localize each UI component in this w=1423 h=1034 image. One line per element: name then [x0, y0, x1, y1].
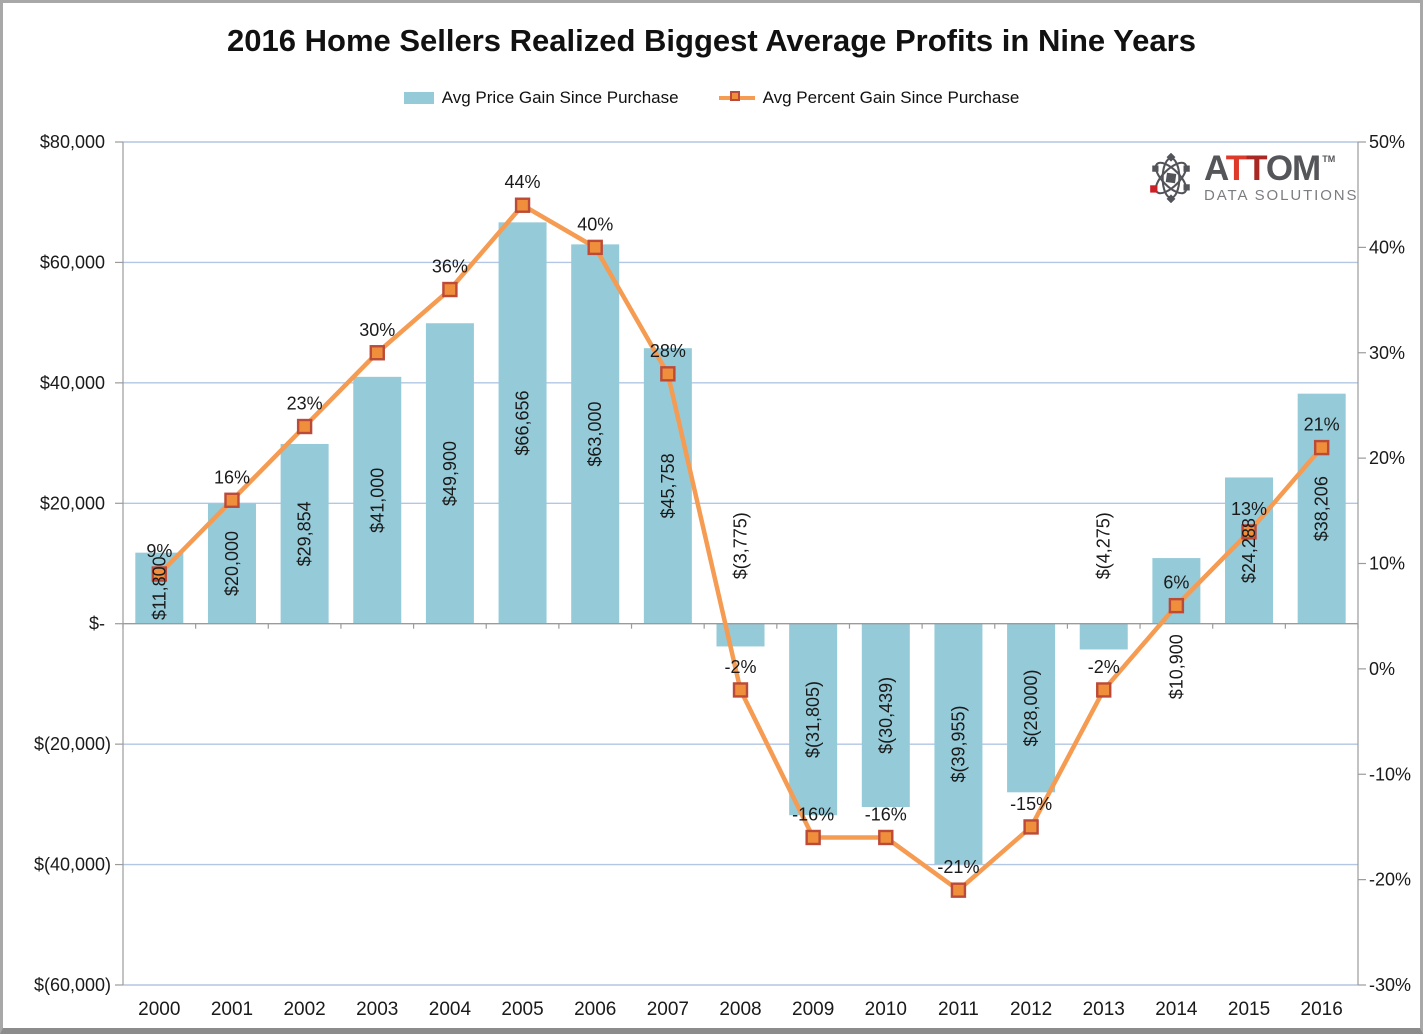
- svg-text:$(3,775): $(3,775): [731, 512, 751, 579]
- wordmark-a: A: [1204, 149, 1227, 188]
- svg-text:2002: 2002: [283, 999, 325, 1020]
- svg-text:$66,656: $66,656: [513, 390, 533, 455]
- svg-text:$63,000: $63,000: [585, 402, 605, 467]
- svg-text:6%: 6%: [1163, 573, 1189, 593]
- attom-wordmark: ATTOM TM: [1204, 151, 1358, 186]
- legend-item-avg-price-gain: Avg Price Gain Since Purchase: [403, 88, 679, 108]
- svg-text:20%: 20%: [1369, 448, 1405, 468]
- svg-text:-30%: -30%: [1369, 975, 1411, 995]
- svg-text:40%: 40%: [577, 214, 613, 234]
- svg-text:$40,000: $40,000: [40, 373, 105, 393]
- svg-text:16%: 16%: [214, 467, 250, 487]
- svg-text:2010: 2010: [865, 999, 907, 1020]
- svg-text:30%: 30%: [359, 320, 395, 340]
- bar-series-swatch-icon: [403, 92, 434, 104]
- svg-text:30%: 30%: [1369, 343, 1405, 363]
- svg-text:2011: 2011: [938, 999, 979, 1020]
- svg-text:44%: 44%: [505, 172, 541, 192]
- wordmark-t2: T: [1246, 149, 1267, 188]
- svg-text:2013: 2013: [1083, 999, 1125, 1020]
- svg-text:0%: 0%: [1369, 659, 1395, 679]
- svg-text:10%: 10%: [1369, 554, 1405, 574]
- legend-item-avg-percent-gain: Avg Percent Gain Since Purchase: [718, 88, 1020, 108]
- svg-text:36%: 36%: [432, 257, 468, 277]
- svg-text:$(28,000): $(28,000): [1021, 669, 1041, 746]
- svg-text:$10,900: $10,900: [1166, 634, 1186, 699]
- legend-label-price: Avg Price Gain Since Purchase: [441, 88, 679, 107]
- svg-text:2016: 2016: [1301, 999, 1343, 1020]
- wordmark-t1: T: [1225, 149, 1247, 188]
- svg-text:2009: 2009: [792, 999, 834, 1020]
- svg-text:2004: 2004: [429, 999, 472, 1020]
- svg-text:$80,000: $80,000: [40, 132, 105, 152]
- svg-text:$45,758: $45,758: [658, 453, 678, 518]
- svg-text:2008: 2008: [719, 999, 761, 1020]
- attom-logo: ATTOM TM DATA SOLUTIONS: [1147, 151, 1359, 205]
- svg-text:2006: 2006: [574, 999, 616, 1020]
- svg-text:$11,800: $11,800: [149, 556, 169, 620]
- svg-text:$(20,000): $(20,000): [34, 734, 111, 754]
- svg-text:$(39,955): $(39,955): [948, 705, 968, 782]
- svg-text:-2%: -2%: [724, 657, 756, 677]
- svg-text:-10%: -10%: [1369, 764, 1411, 784]
- svg-text:$(31,805): $(31,805): [803, 681, 823, 758]
- svg-text:$(30,439): $(30,439): [876, 677, 896, 754]
- svg-text:$(60,000): $(60,000): [34, 975, 111, 995]
- svg-text:2007: 2007: [647, 999, 689, 1020]
- svg-text:2014: 2014: [1155, 999, 1198, 1020]
- svg-text:$20,000: $20,000: [40, 493, 105, 513]
- svg-text:-2%: -2%: [1088, 657, 1120, 677]
- attom-logo-text: ATTOM TM DATA SOLUTIONS: [1204, 151, 1359, 205]
- svg-text:2003: 2003: [356, 999, 398, 1020]
- svg-text:2000: 2000: [138, 999, 180, 1020]
- line-swatch-marker: [729, 91, 740, 101]
- svg-text:$24,288: $24,288: [1239, 518, 1259, 583]
- svg-text:$(40,000): $(40,000): [34, 855, 111, 875]
- svg-text:2005: 2005: [501, 999, 543, 1020]
- svg-text:$60,000: $60,000: [40, 252, 105, 272]
- svg-text:28%: 28%: [650, 341, 686, 361]
- svg-text:$-: $-: [89, 614, 105, 634]
- combo-chart-plot: $11,800 $20,000 $29,854 $41,000 $49,900 $66,6…: [34, 132, 1411, 1020]
- svg-text:$38,206: $38,206: [1312, 476, 1332, 541]
- svg-text:$20,000: $20,000: [222, 531, 242, 596]
- svg-text:2015: 2015: [1228, 999, 1270, 1020]
- svg-text:-16%: -16%: [865, 804, 907, 824]
- attom-subtitle: DATA SOLUTIONS: [1204, 187, 1359, 205]
- svg-text:$(4,275): $(4,275): [1094, 512, 1114, 579]
- chart-legend: Avg Price Gain Since Purchase Avg Percen…: [3, 88, 1420, 108]
- svg-text:$29,854: $29,854: [295, 501, 315, 566]
- svg-text:23%: 23%: [287, 394, 323, 414]
- svg-text:-15%: -15%: [1010, 794, 1052, 814]
- svg-text:$49,900: $49,900: [440, 441, 460, 506]
- trademark-symbol: TM: [1322, 154, 1336, 164]
- attom-atom-icon: [1150, 153, 1190, 203]
- svg-text:21%: 21%: [1304, 415, 1340, 435]
- legend-label-percent: Avg Percent Gain Since Purchase: [762, 88, 1020, 107]
- svg-text:$41,000: $41,000: [367, 468, 387, 533]
- svg-text:-16%: -16%: [792, 804, 834, 824]
- line-marker-swatch-icon: [718, 90, 755, 106]
- svg-text:40%: 40%: [1369, 237, 1405, 257]
- chart-title: 2016 Home Sellers Realized Biggest Avera…: [227, 23, 1196, 58]
- svg-text:2001: 2001: [211, 999, 253, 1020]
- wordmark-om: OM: [1265, 149, 1321, 188]
- svg-text:2012: 2012: [1010, 999, 1052, 1020]
- svg-text:-20%: -20%: [1369, 870, 1411, 890]
- svg-text:-21%: -21%: [937, 857, 979, 877]
- svg-text:13%: 13%: [1231, 499, 1267, 519]
- svg-text:9%: 9%: [146, 541, 172, 561]
- svg-text:50%: 50%: [1369, 132, 1405, 152]
